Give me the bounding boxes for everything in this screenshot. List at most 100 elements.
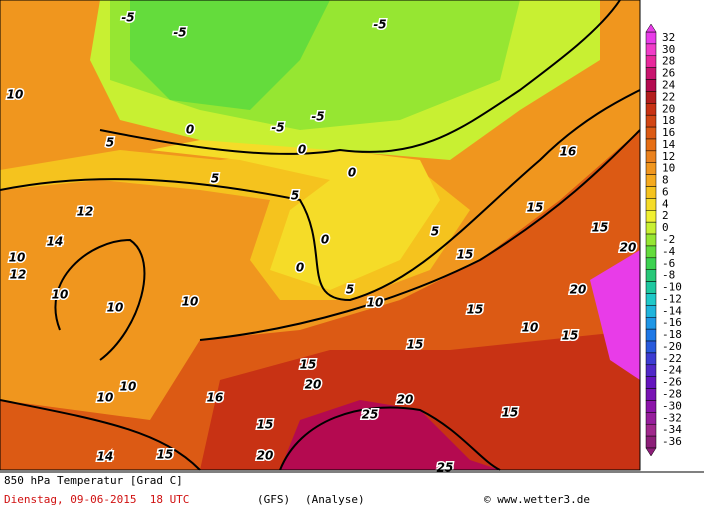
- contour-label: 5: [106, 136, 114, 150]
- contour-label: 0: [298, 143, 306, 157]
- colorbar-cell: [645, 198, 657, 211]
- colorbar-cell: [645, 328, 657, 342]
- colorbar-cell: [645, 43, 657, 57]
- contour-label: 10: [52, 288, 69, 302]
- isotherm: [0, 399, 201, 471]
- colorbar-cell: [645, 114, 657, 128]
- colorbar-cell: [645, 376, 657, 389]
- contour-label: 10: [367, 296, 384, 310]
- colorbar-label: -26: [662, 376, 682, 389]
- colorbar-cell: [645, 150, 657, 163]
- contour-label: 10: [120, 380, 137, 394]
- isotherm: [199, 129, 641, 341]
- colorbar-label: 12: [662, 150, 675, 163]
- colorbar-cell: [645, 293, 657, 306]
- colorbar-cell: [645, 103, 657, 116]
- isotherms: [0, 0, 641, 471]
- isotherm: [279, 406, 501, 471]
- contour-label: 10: [97, 391, 114, 405]
- colorbar-cell: [645, 388, 657, 401]
- colorbar-cell: [645, 55, 657, 68]
- colorbar-label: 2: [662, 209, 669, 222]
- contour-label: 0: [186, 123, 194, 137]
- colorbar-label: 24: [662, 78, 676, 91]
- colorbar-label: -30: [662, 399, 682, 412]
- contour-label: 5: [431, 225, 439, 239]
- colorbar-label: 4: [662, 197, 669, 210]
- colorbar-cell: [645, 91, 657, 104]
- colorbar-cell: [645, 210, 657, 223]
- colorbar-cell: [645, 340, 657, 354]
- contour-label: 5: [211, 172, 219, 186]
- colorbar-label: -16: [662, 316, 682, 329]
- contour-label: 0: [296, 261, 304, 275]
- colorbar-label: -28: [662, 388, 682, 401]
- colorbar-label: 32: [662, 31, 675, 44]
- region: [150, 130, 440, 290]
- contour-label: 0: [348, 166, 356, 180]
- colorbar-cell: [645, 233, 657, 247]
- colorbar-label: -6: [662, 257, 675, 270]
- colorbar-cell: [645, 245, 657, 259]
- contour-label: 10: [107, 301, 124, 315]
- colorbar-cell: [645, 423, 657, 437]
- colorbar-cell: [645, 138, 657, 152]
- colorbar-cell: [645, 186, 657, 199]
- colorbar-cell: [645, 317, 657, 330]
- contour-label: 20: [620, 241, 637, 255]
- contour-label: 15: [527, 201, 544, 215]
- region: [130, 0, 330, 110]
- colorbar-label: -36: [662, 435, 682, 448]
- contour-label: -5: [311, 110, 324, 124]
- colorbar-cell: [645, 174, 657, 187]
- colorbar-label: 26: [662, 67, 675, 80]
- contour-label: 15: [157, 448, 174, 462]
- region: [590, 250, 640, 380]
- footer-title: 850 hPa Temperatur [Grad C]: [4, 474, 183, 487]
- colorbar-label: -20: [662, 340, 682, 353]
- colorbar-cell: [645, 352, 657, 366]
- contour-label: 15: [467, 303, 484, 317]
- colorbar-label: -4: [662, 245, 676, 258]
- colorbar-label: 14: [662, 138, 676, 151]
- colorbar-label: -32: [662, 411, 682, 424]
- colorbar-label: -18: [662, 328, 682, 341]
- contour-label: 15: [457, 248, 474, 262]
- contour-label: 15: [592, 221, 609, 235]
- footer-mode: (Analyse): [305, 493, 365, 506]
- contour-label: -5: [373, 18, 386, 32]
- footer-date: Dienstag, 09-06-2015 18 UTC: [4, 493, 189, 506]
- contour-label: 5: [346, 283, 354, 297]
- footer-credit: © www.wetter3.de: [484, 493, 590, 506]
- contour-label: 14: [97, 450, 114, 464]
- colorbar-label: 0: [662, 221, 669, 234]
- colorbar-cell: [645, 221, 657, 235]
- colorbar-cell: [645, 162, 657, 175]
- colorbar-cell: [645, 281, 657, 294]
- colorbar-label: 6: [662, 185, 669, 198]
- contour-label: 5: [291, 189, 299, 203]
- isotherm: [54, 238, 146, 361]
- contour-label: 12: [10, 268, 27, 282]
- colorbar-label: 28: [662, 55, 675, 68]
- contour-label: 15: [257, 418, 274, 432]
- contour-label: 16: [207, 391, 224, 405]
- contour-label: -5: [173, 26, 186, 40]
- contour-label: 14: [47, 235, 64, 249]
- colorbar-arrow: [645, 447, 657, 457]
- map-frame: [0, 0, 641, 471]
- colorbar-label: -2: [662, 233, 675, 246]
- contour-label: -5: [271, 121, 284, 135]
- colorbar-label: -34: [662, 423, 682, 436]
- contour-label: 25: [362, 408, 379, 422]
- contour-label: 10: [182, 295, 199, 309]
- colorbar-arrow: [645, 23, 657, 33]
- colorbar-cell: [645, 435, 657, 449]
- colorbar-label: 16: [662, 126, 675, 139]
- contour-label: 16: [560, 145, 577, 159]
- contour-label: 12: [77, 205, 94, 219]
- colorbar-cell: [645, 269, 657, 282]
- colorbar-label: 20: [662, 102, 675, 115]
